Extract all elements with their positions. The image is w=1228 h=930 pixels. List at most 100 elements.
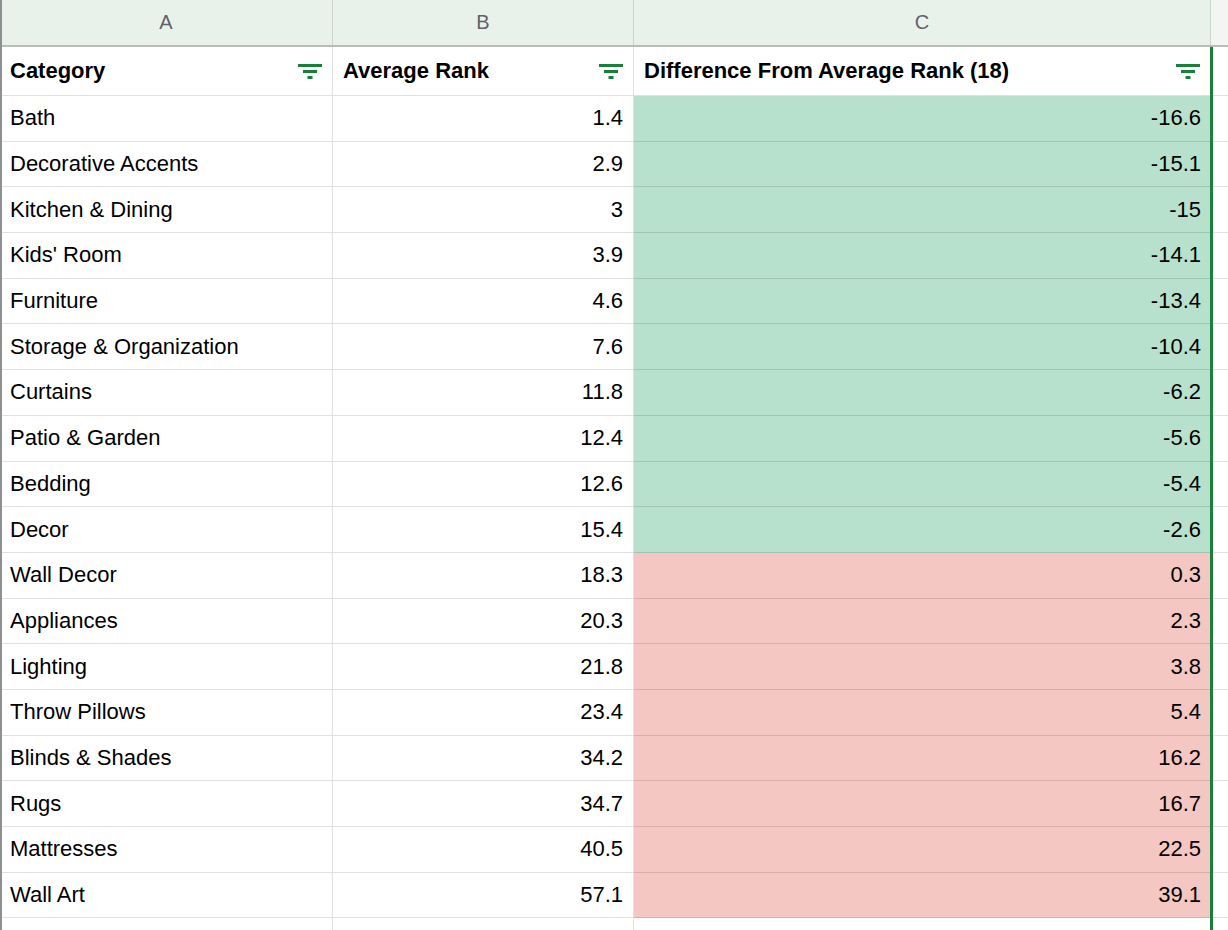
average-rank-cell[interactable]: 2.9	[333, 142, 634, 188]
difference-cell[interactable]: 0.3	[634, 553, 1211, 599]
category-value: Wall Decor	[10, 562, 117, 588]
difference-cell[interactable]: -5.6	[634, 416, 1211, 462]
average-rank-cell[interactable]: 1.4	[333, 96, 634, 142]
average-rank-cell[interactable]: 3.9	[333, 233, 634, 279]
category-cell[interactable]: Bath	[0, 96, 333, 142]
category-cell[interactable]: Kids' Room	[0, 233, 333, 279]
average-rank-value: 34.7	[580, 791, 623, 817]
adjacent-empty-cell[interactable]	[1211, 736, 1228, 782]
category-cell[interactable]: Decor	[0, 507, 333, 553]
column-letter-d-sliver[interactable]	[1211, 0, 1228, 45]
category-cell[interactable]: Appliances	[0, 599, 333, 645]
average-rank-value: 12.6	[580, 471, 623, 497]
difference-value: -16.6	[1151, 105, 1201, 131]
category-cell[interactable]: Blinds & Shades	[0, 736, 333, 782]
average-rank-cell[interactable]: 3	[333, 187, 634, 233]
category-cell[interactable]: Lighting	[0, 644, 333, 690]
adjacent-empty-cell[interactable]	[1211, 233, 1228, 279]
empty-cell[interactable]	[1211, 918, 1228, 930]
category-cell[interactable]: Kitchen & Dining	[0, 187, 333, 233]
column-letter-c[interactable]: C	[634, 0, 1211, 45]
header-cell-category[interactable]: Category	[0, 47, 333, 96]
header-cell-difference[interactable]: Difference From Average Rank (18)	[634, 47, 1211, 96]
adjacent-empty-cell[interactable]	[1211, 644, 1228, 690]
category-cell[interactable]: Curtains	[0, 370, 333, 416]
difference-value: -5.4	[1163, 471, 1201, 497]
average-rank-cell[interactable]: 18.3	[333, 553, 634, 599]
difference-cell[interactable]: -6.2	[634, 370, 1211, 416]
table-row: Decor 15.4 -2.6	[0, 507, 1228, 553]
difference-cell[interactable]: -15.1	[634, 142, 1211, 188]
category-cell[interactable]: Wall Decor	[0, 553, 333, 599]
average-rank-cell[interactable]: 12.6	[333, 462, 634, 508]
average-rank-cell[interactable]: 7.6	[333, 324, 634, 370]
average-rank-cell[interactable]: 4.6	[333, 279, 634, 325]
category-value: Lighting	[10, 654, 87, 680]
difference-cell[interactable]: -16.6	[634, 96, 1211, 142]
difference-cell[interactable]: -2.6	[634, 507, 1211, 553]
category-cell[interactable]: Decorative Accents	[0, 142, 333, 188]
table-body: Bath 1.4 -16.6 Decorative Accents 2.9 -1…	[0, 96, 1228, 918]
average-rank-cell[interactable]: 21.8	[333, 644, 634, 690]
adjacent-empty-cell[interactable]	[1211, 324, 1228, 370]
adjacent-empty-cell[interactable]	[1211, 553, 1228, 599]
empty-cell[interactable]	[333, 918, 634, 930]
adjacent-empty-cell[interactable]	[1211, 781, 1228, 827]
difference-cell[interactable]: 16.7	[634, 781, 1211, 827]
difference-cell[interactable]: 16.2	[634, 736, 1211, 782]
difference-cell[interactable]: -10.4	[634, 324, 1211, 370]
difference-cell[interactable]: -14.1	[634, 233, 1211, 279]
adjacent-empty-cell[interactable]	[1211, 416, 1228, 462]
average-rank-cell[interactable]: 11.8	[333, 370, 634, 416]
category-value: Decorative Accents	[10, 151, 198, 177]
category-cell[interactable]: Bedding	[0, 462, 333, 508]
adjacent-empty-cell[interactable]	[1211, 599, 1228, 645]
difference-cell[interactable]: 39.1	[634, 873, 1211, 919]
category-cell[interactable]: Mattresses	[0, 827, 333, 873]
average-rank-cell[interactable]: 57.1	[333, 873, 634, 919]
average-rank-cell[interactable]: 15.4	[333, 507, 634, 553]
filter-icon[interactable]	[297, 63, 323, 80]
column-letter-a[interactable]: A	[0, 0, 333, 45]
adjacent-empty-cell[interactable]	[1211, 142, 1228, 188]
filter-icon[interactable]	[1175, 63, 1201, 80]
filter-icon[interactable]	[598, 63, 624, 80]
difference-cell[interactable]: -5.4	[634, 462, 1211, 508]
average-rank-cell[interactable]: 34.7	[333, 781, 634, 827]
adjacent-empty-cell[interactable]	[1211, 96, 1228, 142]
header-cell-d-sliver[interactable]	[1211, 47, 1228, 96]
adjacent-empty-cell[interactable]	[1211, 827, 1228, 873]
average-rank-value: 4.6	[592, 288, 623, 314]
category-cell[interactable]: Storage & Organization	[0, 324, 333, 370]
average-rank-cell[interactable]: 12.4	[333, 416, 634, 462]
adjacent-empty-cell[interactable]	[1211, 370, 1228, 416]
adjacent-empty-cell[interactable]	[1211, 690, 1228, 736]
table-row: Wall Decor 18.3 0.3	[0, 553, 1228, 599]
category-value: Decor	[10, 517, 69, 543]
difference-cell[interactable]: 22.5	[634, 827, 1211, 873]
category-cell[interactable]: Wall Art	[0, 873, 333, 919]
difference-cell[interactable]: 2.3	[634, 599, 1211, 645]
column-letter-b[interactable]: B	[333, 0, 634, 45]
adjacent-empty-cell[interactable]	[1211, 279, 1228, 325]
empty-cell[interactable]	[634, 918, 1211, 930]
category-cell[interactable]: Throw Pillows	[0, 690, 333, 736]
difference-cell[interactable]: 5.4	[634, 690, 1211, 736]
category-cell[interactable]: Rugs	[0, 781, 333, 827]
adjacent-empty-cell[interactable]	[1211, 187, 1228, 233]
difference-cell[interactable]: 3.8	[634, 644, 1211, 690]
difference-cell[interactable]: -15	[634, 187, 1211, 233]
average-rank-cell[interactable]: 40.5	[333, 827, 634, 873]
category-cell[interactable]: Furniture	[0, 279, 333, 325]
average-rank-cell[interactable]: 23.4	[333, 690, 634, 736]
average-rank-cell[interactable]: 20.3	[333, 599, 634, 645]
category-cell[interactable]: Patio & Garden	[0, 416, 333, 462]
average-rank-cell[interactable]: 34.2	[333, 736, 634, 782]
empty-cell[interactable]	[0, 918, 333, 930]
adjacent-empty-cell[interactable]	[1211, 507, 1228, 553]
difference-cell[interactable]: -13.4	[634, 279, 1211, 325]
adjacent-empty-cell[interactable]	[1211, 462, 1228, 508]
adjacent-empty-cell[interactable]	[1211, 873, 1228, 919]
sheet-left-edge	[0, 0, 2, 930]
header-cell-average-rank[interactable]: Average Rank	[333, 47, 634, 96]
